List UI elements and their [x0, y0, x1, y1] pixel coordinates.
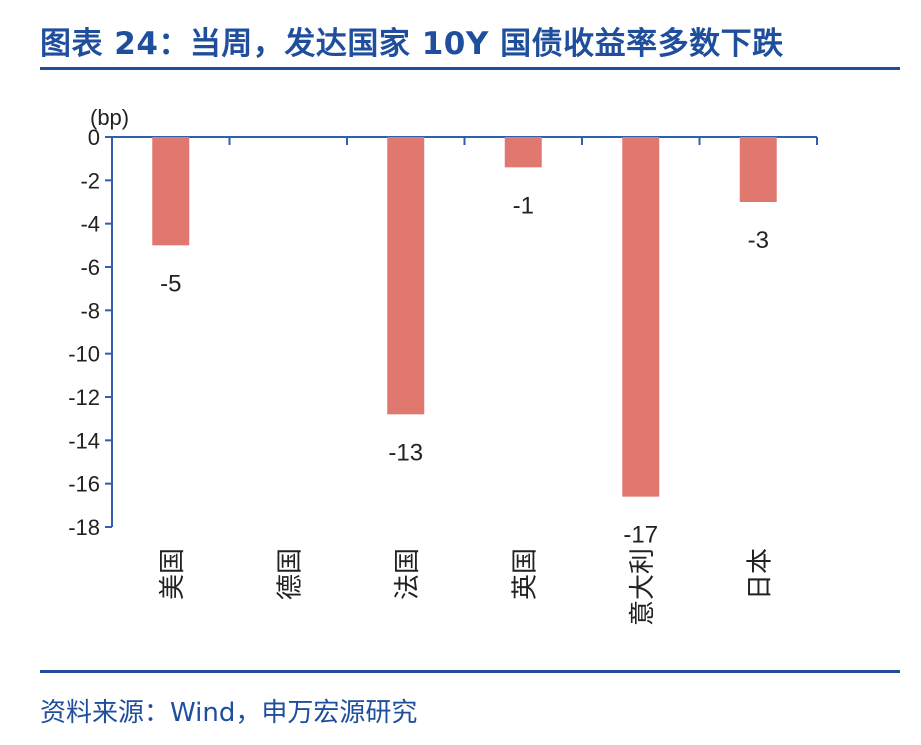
y-tick-label: 0 — [88, 125, 100, 150]
y-tick-label: -2 — [80, 168, 100, 193]
data-label: -5 — [160, 270, 181, 297]
y-axis: 0 -2 -4 -6 -8 -10 -12 -14 -16 -18 — [68, 125, 113, 540]
footer-rule — [40, 670, 900, 673]
bar — [152, 137, 190, 246]
y-tick-label: -8 — [80, 298, 100, 323]
y-tick-label: -4 — [80, 212, 100, 237]
category-labels: 美国 德国 法国 英国 意大利 日本 — [158, 548, 776, 626]
bar — [504, 137, 542, 168]
bar — [622, 137, 660, 497]
title-rule — [40, 67, 900, 70]
chart-title: 图表 24：当周，发达国家 10Y 国债收益率多数下跌 — [40, 26, 784, 62]
y-tick-label: -14 — [68, 428, 100, 453]
x-axis — [111, 136, 818, 145]
data-labels: -5 -13 -1 -17 -3 — [160, 192, 769, 548]
category-label: 德国 — [275, 548, 305, 600]
category-label: 英国 — [510, 548, 540, 600]
y-tick-label: -6 — [80, 255, 100, 280]
data-label: -13 — [388, 439, 423, 466]
source-note: 资料来源：Wind，申万宏源研究 — [40, 698, 418, 728]
y-tick-label: -16 — [68, 472, 100, 497]
category-label: 美国 — [158, 548, 188, 600]
bar — [739, 137, 777, 202]
data-label: -1 — [513, 192, 534, 219]
y-tick-label: -12 — [68, 385, 100, 410]
category-label: 日本 — [745, 548, 775, 600]
data-label: -3 — [748, 227, 769, 254]
y-tick-label: -18 — [68, 515, 100, 540]
bar — [387, 137, 425, 415]
bars — [152, 137, 777, 497]
data-label: -17 — [623, 522, 658, 549]
y-unit-label: (bp) — [90, 105, 129, 130]
category-label: 法国 — [393, 548, 423, 600]
y-tick-label: -10 — [68, 342, 100, 367]
category-label: 意大利 — [628, 548, 658, 626]
